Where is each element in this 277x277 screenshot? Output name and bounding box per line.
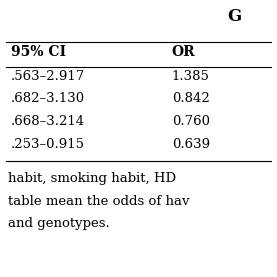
Text: table mean the odds of hav: table mean the odds of hav: [8, 195, 190, 208]
Text: OR: OR: [172, 45, 195, 59]
Text: .253–0.915: .253–0.915: [11, 138, 85, 151]
Text: 0.760: 0.760: [172, 115, 210, 128]
Text: G: G: [227, 8, 241, 25]
Text: habit, smoking habit, HD: habit, smoking habit, HD: [8, 172, 176, 185]
Text: .563–2.917: .563–2.917: [11, 70, 85, 83]
Text: .682–3.130: .682–3.130: [11, 92, 85, 105]
Text: 0.842: 0.842: [172, 92, 209, 105]
Text: 1.385: 1.385: [172, 70, 210, 83]
Text: and genotypes.: and genotypes.: [8, 217, 110, 230]
Text: 0.639: 0.639: [172, 138, 210, 151]
Text: .668–3.214: .668–3.214: [11, 115, 85, 128]
Text: 95% CI: 95% CI: [11, 45, 66, 59]
